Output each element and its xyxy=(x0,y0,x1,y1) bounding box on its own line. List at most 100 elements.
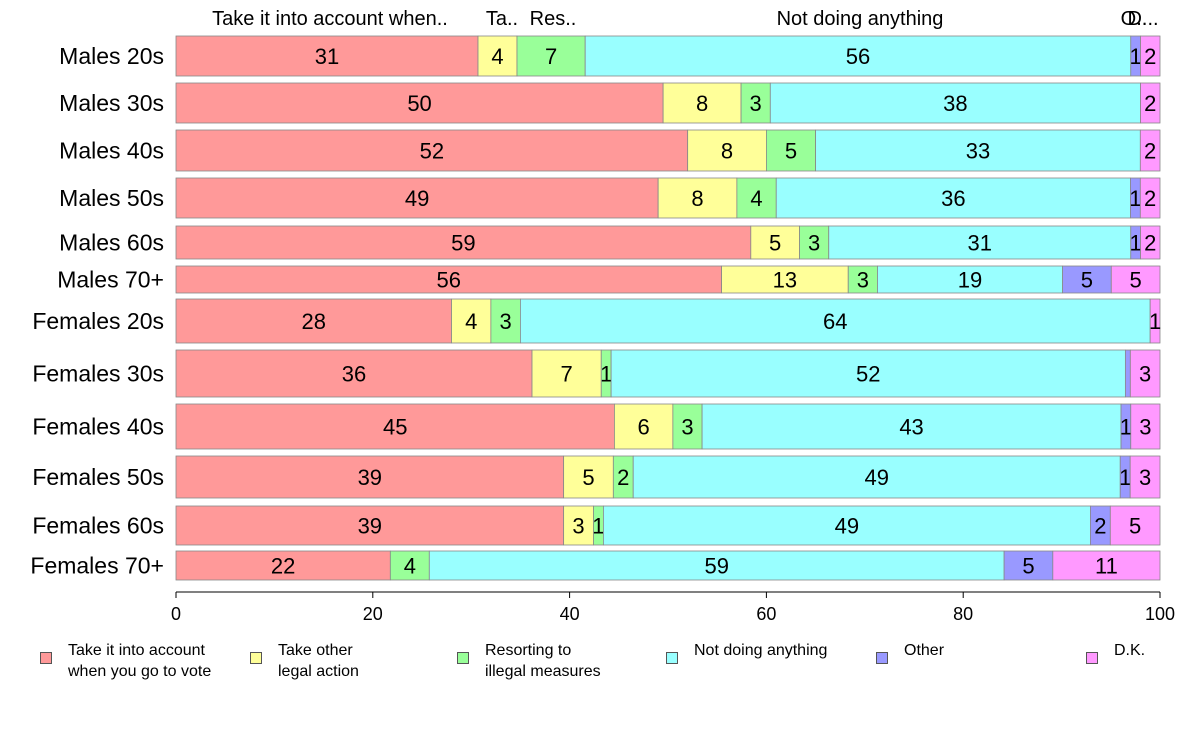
legend-label: Not doing anything xyxy=(694,642,828,659)
top-label: O.. xyxy=(1121,8,1148,30)
bar-value-label: 1 xyxy=(592,514,604,539)
bar-segment xyxy=(1129,349,1161,398)
bar-value-label: 19 xyxy=(958,268,982,293)
top-label: Take it into account when.. xyxy=(212,8,448,30)
bar-value-label: 36 xyxy=(941,186,965,211)
legend-label: Take it into account when you go to vote xyxy=(68,642,212,680)
bar-value-label: 1 xyxy=(1130,231,1142,256)
bar-segment xyxy=(877,265,1063,294)
x-tick-label: 60 xyxy=(756,604,776,624)
top-label: Res.. xyxy=(530,8,577,30)
bar-value-label: 39 xyxy=(358,514,382,539)
bar-segment xyxy=(769,82,1141,124)
bar-segment xyxy=(1052,550,1161,581)
bar-segment xyxy=(175,455,565,499)
bar-value-label: 4 xyxy=(465,309,477,334)
bar-value-label: 5 xyxy=(1129,514,1141,539)
bar-value-label: 39 xyxy=(358,465,382,490)
bar-segment xyxy=(175,82,664,124)
bar-segment xyxy=(175,177,659,219)
top-label: D... xyxy=(1127,8,1158,30)
bar-value-label: 1 xyxy=(1149,309,1161,334)
bar-segment xyxy=(175,550,391,581)
bar-segment xyxy=(775,177,1131,219)
bar-segment xyxy=(1140,35,1161,77)
bar-segment xyxy=(1109,505,1161,546)
bar-value-label: 13 xyxy=(773,268,797,293)
bar-segment xyxy=(1140,225,1161,260)
bar-value-label: 49 xyxy=(864,465,888,490)
bar-value-label: 28 xyxy=(302,309,326,334)
bar-value-label: 1 xyxy=(1130,44,1142,69)
bar-value-label: 56 xyxy=(846,44,870,69)
bar-segment xyxy=(563,505,594,546)
bar-value-label: 2 xyxy=(1144,139,1156,164)
x-tick-label: 0 xyxy=(171,604,181,624)
bar-value-label: 7 xyxy=(545,44,557,69)
top-category-labels: Take it into account when.. Ta.. Res.. Not … xyxy=(212,8,1158,30)
bar-segment xyxy=(828,225,1132,260)
bar-value-label: 3 xyxy=(1139,465,1151,490)
bars: 31 4 7 56 1 250 8 3 38 252 8 5 33 249 8 4 36 1 259 5 3 31 1 256… xyxy=(175,35,1161,581)
x-tick-label: 20 xyxy=(363,604,383,624)
legend-label: Take other legal action xyxy=(278,642,359,680)
bar-segment xyxy=(657,177,738,219)
bar-segment xyxy=(1124,349,1131,398)
row-label: Females 50s xyxy=(32,464,164,490)
row-label: Males 60s xyxy=(59,230,164,256)
bar-value-label: 38 xyxy=(943,91,967,116)
bar-value-label: 45 xyxy=(383,415,407,440)
bar-segment xyxy=(1139,129,1161,172)
x-tick-label: 40 xyxy=(560,604,580,624)
row-label: Males 20s xyxy=(59,43,164,69)
bar-value-label: 2 xyxy=(1144,44,1156,69)
bar-value-label: 2 xyxy=(1094,514,1106,539)
x-tick-label: 80 xyxy=(953,604,973,624)
row-label: Females 70+ xyxy=(30,553,164,579)
bar-segment xyxy=(1149,298,1161,344)
bar-segment xyxy=(175,505,565,546)
bar-segment xyxy=(799,225,830,260)
bar-segment xyxy=(175,225,752,260)
bar-value-label: 8 xyxy=(696,91,708,116)
bar-segment xyxy=(632,455,1121,499)
legend-label: Other xyxy=(904,642,945,659)
bar-value-label: 7 xyxy=(561,362,573,387)
bar-segment xyxy=(1129,455,1161,499)
bar-segment xyxy=(389,550,430,581)
bar-value-label: 1 xyxy=(1119,465,1131,490)
row-label: Females 30s xyxy=(32,361,164,387)
bar-value-label: 1 xyxy=(1120,415,1132,440)
row-label: Females 40s xyxy=(32,414,164,440)
bar-segment xyxy=(175,403,615,450)
bar-value-label: 5 xyxy=(1130,268,1142,293)
bar-value-label: 4 xyxy=(491,44,503,69)
bar-value-label: 2 xyxy=(617,465,629,490)
bar-segment xyxy=(662,82,742,124)
legend-swatch xyxy=(666,652,678,664)
bar-value-label: 2 xyxy=(1144,231,1156,256)
bar-value-label: 31 xyxy=(968,231,992,256)
bar-segment xyxy=(736,177,777,219)
bar-value-label: 2 xyxy=(1144,186,1156,211)
legend-item: Take other legal action xyxy=(250,640,359,682)
bar-segment xyxy=(847,265,878,294)
x-tick-label: 100 xyxy=(1145,604,1175,624)
legend-item: Not doing anything xyxy=(666,640,827,664)
top-label: Not doing anything xyxy=(777,8,944,30)
bar-value-label: 59 xyxy=(704,554,728,579)
legend-swatch xyxy=(876,652,888,664)
legend-swatch xyxy=(40,652,52,664)
legend-item: Take it into account when you go to vote xyxy=(40,640,211,682)
row-label: Males 50s xyxy=(59,185,164,211)
bar-value-label: 1 xyxy=(600,362,612,387)
legend-label: Resorting to illegal measures xyxy=(485,642,601,680)
top-label: Ta.. xyxy=(486,8,518,30)
bar-value-label: 5 xyxy=(785,139,797,164)
bar-value-label: 4 xyxy=(404,554,416,579)
legend-item: Other xyxy=(876,640,944,664)
bar-segment xyxy=(520,298,1151,344)
bar-segment xyxy=(1139,177,1161,219)
bar-value-label: 33 xyxy=(966,139,990,164)
legend-item: Resorting to illegal measures xyxy=(457,640,601,682)
